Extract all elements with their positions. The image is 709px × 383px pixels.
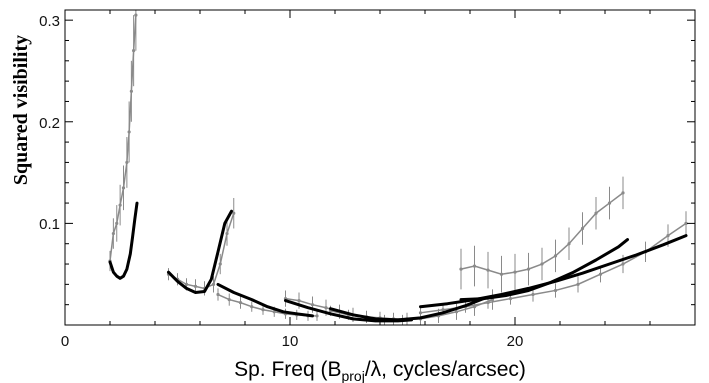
data-point: [594, 211, 598, 215]
data-point: [232, 211, 236, 215]
data-point: [459, 267, 463, 271]
data-point: [324, 306, 328, 310]
x-axis-label: Sp. Freq (Bproj/λ, cycles/arcsec): [234, 358, 526, 383]
data-point: [218, 262, 222, 266]
data-points-layer: [108, 10, 688, 325]
data-point: [486, 301, 490, 305]
data-point: [607, 201, 612, 205]
data-point: [250, 305, 254, 309]
data-point: [553, 288, 558, 293]
model-curve: [419, 234, 688, 309]
data-point: [486, 268, 490, 272]
data-point: [111, 231, 115, 236]
model-curve: [329, 297, 485, 322]
data-point: [227, 297, 231, 302]
data-point: [315, 314, 319, 318]
data-point: [118, 203, 122, 207]
data-point: [125, 160, 129, 165]
model-curve: [167, 209, 233, 294]
data-point: [193, 284, 198, 288]
data-point: [513, 270, 517, 274]
data-point: [129, 89, 133, 93]
data-point: [418, 311, 423, 315]
y-axis-label: Squared visibility: [10, 35, 32, 185]
data-point: [261, 308, 265, 312]
data-point: [127, 130, 131, 134]
model-curves-layer: [108, 201, 688, 323]
data-point: [499, 272, 504, 276]
data-point: [508, 296, 513, 301]
data-point: [272, 310, 276, 314]
x-tick-label: 10: [282, 333, 299, 350]
y-tick-label: 0.3: [39, 13, 60, 30]
data-point: [211, 282, 216, 286]
data-point: [238, 301, 243, 305]
data-point: [598, 272, 603, 276]
data-point: [132, 49, 136, 53]
x-tick-label: 0: [61, 333, 69, 350]
data-point: [454, 310, 459, 314]
data-trace: [109, 15, 137, 262]
data-point: [297, 299, 301, 303]
data-point: [225, 231, 229, 236]
y-tick-label: 0.2: [39, 115, 60, 132]
data-point: [553, 254, 558, 258]
model-curve: [216, 282, 314, 318]
data-trace: [330, 298, 493, 321]
data-point: [540, 262, 544, 266]
data-point: [531, 292, 535, 297]
data-point: [621, 191, 625, 195]
data-point: [441, 308, 445, 312]
data-point: [472, 264, 477, 268]
data-point: [134, 13, 138, 17]
data-point: [115, 221, 119, 225]
data-point: [184, 282, 189, 286]
ticks-layer: [64, 10, 696, 326]
x-tick-label: 20: [507, 333, 524, 350]
data-point: [576, 282, 580, 286]
data-point: [216, 292, 220, 297]
y-tick-label: 0.1: [39, 216, 60, 233]
data-point: [310, 303, 315, 307]
data-point: [567, 242, 571, 246]
data-point: [526, 267, 531, 271]
data-point: [121, 186, 126, 190]
data-point: [684, 221, 688, 225]
data-point: [666, 233, 670, 238]
data-point: [621, 262, 625, 266]
data-point: [580, 226, 585, 231]
model-curve: [108, 201, 139, 280]
